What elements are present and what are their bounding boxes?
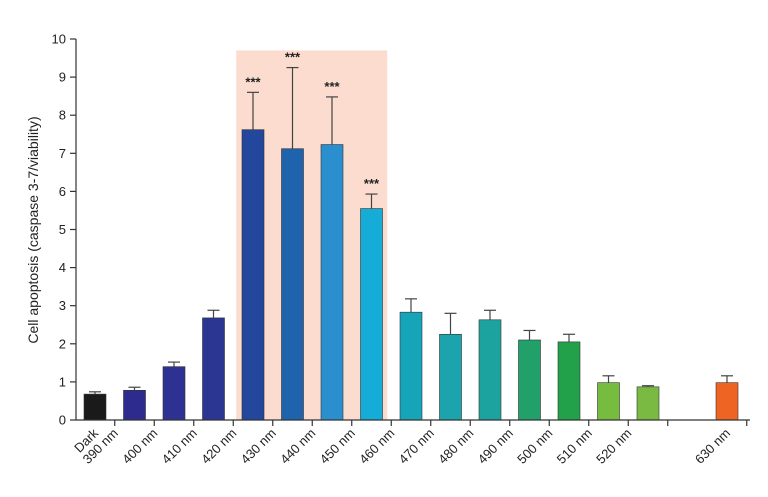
x-tick-label: 630 nm xyxy=(692,426,733,467)
bar-430-nm xyxy=(281,148,304,421)
y-tick-label: 3 xyxy=(59,298,66,313)
y-tick-label: 0 xyxy=(59,413,66,428)
bar-440-nm xyxy=(320,144,344,421)
significance-marker: *** xyxy=(364,176,380,191)
x-tick-label: 510 nm xyxy=(554,426,595,467)
bar-390-nm xyxy=(123,389,146,421)
y-tick-label: 6 xyxy=(59,184,66,199)
x-tick-label: 430 nm xyxy=(238,426,279,467)
bar-520-nm xyxy=(636,386,660,421)
y-tick-label: 7 xyxy=(59,146,66,161)
bar-460-nm xyxy=(399,311,423,421)
y-tick-label: 8 xyxy=(59,108,66,123)
bar-480-nm xyxy=(478,319,502,421)
x-tick-label: 460 nm xyxy=(356,426,397,467)
bar-410-nm xyxy=(202,317,225,421)
y-tick-label: 1 xyxy=(59,374,66,389)
x-tick-label: 480 nm xyxy=(435,426,476,467)
y-tick-label: 4 xyxy=(59,260,66,275)
bar-450-nm xyxy=(360,208,383,421)
x-tick-label: 400 nm xyxy=(119,426,160,467)
y-tick-label: 9 xyxy=(59,70,66,85)
significance-marker: *** xyxy=(324,79,340,94)
bar-400-nm xyxy=(162,366,186,421)
bar-420-nm xyxy=(241,129,265,421)
bar-510-nm xyxy=(597,382,620,421)
bar-dark xyxy=(83,393,107,421)
bar-500-nm xyxy=(557,341,581,421)
x-tick-label: 470 nm xyxy=(396,426,437,467)
y-tick-label: 10 xyxy=(52,32,66,47)
bar-630-nm xyxy=(715,382,739,421)
x-tick-label: 420 nm xyxy=(198,426,239,467)
x-tick-label: 490 nm xyxy=(475,426,516,467)
y-tick-label: 2 xyxy=(59,336,66,351)
x-tick-label: 410 nm xyxy=(159,426,200,467)
x-tick-label: 500 nm xyxy=(514,426,555,467)
significance-marker: *** xyxy=(245,74,261,89)
x-tick-label: 440 nm xyxy=(277,426,318,467)
x-tick-label: 520 nm xyxy=(593,426,634,467)
y-tick-label: 5 xyxy=(59,222,66,237)
bar-490-nm xyxy=(518,339,541,421)
y-axis-label: Cell apoptosis (caspase 3-7/viability) xyxy=(25,116,41,343)
x-tick-label: 450 nm xyxy=(317,426,358,467)
significance-marker: *** xyxy=(285,50,301,65)
bar-470-nm xyxy=(439,333,462,421)
